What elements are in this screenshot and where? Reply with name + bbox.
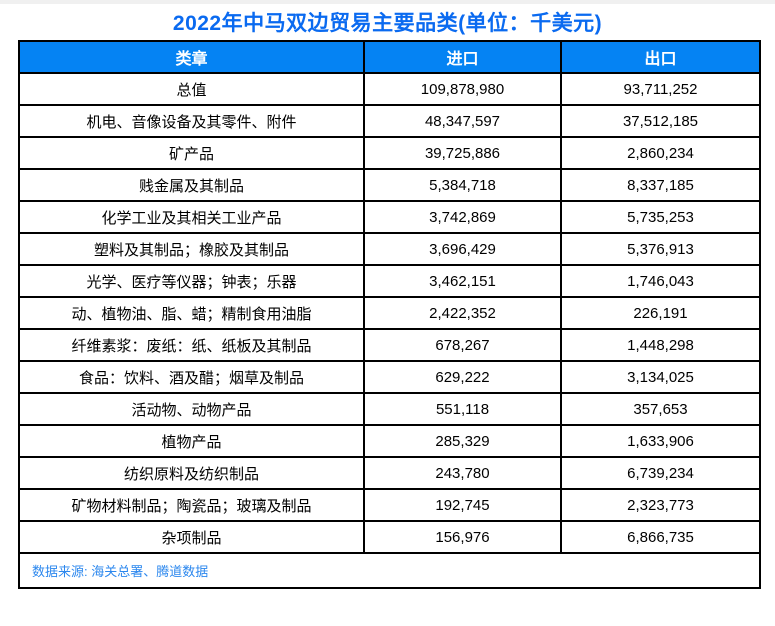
import-value: 109,878,980 [363,72,562,106]
table-row: 食品：饮料、酒及醋；烟草及制品 629,222 3,134,025 [18,360,761,394]
import-value: 678,267 [363,328,562,362]
col-header-export: 出口 [560,40,761,74]
import-value: 156,976 [363,520,562,554]
import-value: 3,462,151 [363,264,562,298]
col-header-category: 类章 [18,40,365,74]
export-value: 357,653 [560,392,761,426]
export-value: 5,376,913 [560,232,761,266]
import-value: 285,329 [363,424,562,458]
table-footer-row: 数据来源: 海关总署、腾道数据 [18,552,761,589]
export-value: 37,512,185 [560,104,761,138]
export-value: 3,134,025 [560,360,761,394]
table-row: 矿产品 39,725,886 2,860,234 [18,136,761,170]
import-value: 3,696,429 [363,232,562,266]
category-cell: 矿物材料制品；陶瓷品；玻璃及制品 [18,488,365,522]
export-value: 6,866,735 [560,520,761,554]
category-cell: 食品：饮料、酒及醋；烟草及制品 [18,360,365,394]
category-cell: 纺织原料及纺织制品 [18,456,365,490]
import-value: 629,222 [363,360,562,394]
import-value: 48,347,597 [363,104,562,138]
table-header-row: 类章 进口 出口 [18,40,761,74]
category-cell: 塑料及其制品；橡胶及其制品 [18,232,365,266]
table-row: 光学、医疗等仪器；钟表；乐器 3,462,151 1,746,043 [18,264,761,298]
table-row: 纺织原料及纺织制品 243,780 6,739,234 [18,456,761,490]
col-header-import: 进口 [363,40,562,74]
category-cell: 活动物、动物产品 [18,392,365,426]
export-value: 226,191 [560,296,761,330]
export-value: 2,323,773 [560,488,761,522]
export-value: 1,633,906 [560,424,761,458]
table-row: 动、植物油、脂、蜡；精制食用油脂 2,422,352 226,191 [18,296,761,330]
table-row: 机电、音像设备及其零件、附件 48,347,597 37,512,185 [18,104,761,138]
import-value: 5,384,718 [363,168,562,202]
category-cell: 化学工业及其相关工业产品 [18,200,365,234]
page-title: 2022年中马双边贸易主要品类(单位：千美元) [172,12,603,35]
export-value: 93,711,252 [560,72,761,106]
data-source-note: 数据来源: 海关总署、腾道数据 [18,552,761,589]
import-value: 243,780 [363,456,562,490]
export-value: 1,448,298 [560,328,761,362]
table-row: 贱金属及其制品 5,384,718 8,337,185 [18,168,761,202]
export-value: 5,735,253 [560,200,761,234]
table-row: 植物产品 285,329 1,633,906 [18,424,761,458]
category-cell: 杂项制品 [18,520,365,554]
table-row: 活动物、动物产品 551,118 357,653 [18,392,761,426]
export-value: 8,337,185 [560,168,761,202]
export-value: 2,860,234 [560,136,761,170]
category-cell: 动、植物油、脂、蜡；精制食用油脂 [18,296,365,330]
table-row: 杂项制品 156,976 6,866,735 [18,520,761,554]
category-cell: 矿产品 [18,136,365,170]
category-cell: 总值 [18,72,365,106]
category-cell: 贱金属及其制品 [18,168,365,202]
import-value: 551,118 [363,392,562,426]
category-cell: 纤维素浆：废纸：纸、纸板及其制品 [18,328,365,362]
table-row: 矿物材料制品；陶瓷品；玻璃及制品 192,745 2,323,773 [18,488,761,522]
category-cell: 光学、医疗等仪器；钟表；乐器 [18,264,365,298]
import-value: 192,745 [363,488,562,522]
import-value: 39,725,886 [363,136,562,170]
table-row: 化学工业及其相关工业产品 3,742,869 5,735,253 [18,200,761,234]
category-cell: 植物产品 [18,424,365,458]
top-strip [0,0,775,4]
import-value: 3,742,869 [363,200,562,234]
table-row: 纤维素浆：废纸：纸、纸板及其制品 678,267 1,448,298 [18,328,761,362]
export-value: 1,746,043 [560,264,761,298]
category-cell: 机电、音像设备及其零件、附件 [18,104,365,138]
trade-table: 类章 进口 出口 总值 109,878,980 93,711,252 机电、音像… [18,40,761,589]
table-row: 塑料及其制品；橡胶及其制品 3,696,429 5,376,913 [18,232,761,266]
table-row: 总值 109,878,980 93,711,252 [18,72,761,106]
import-value: 2,422,352 [363,296,562,330]
export-value: 6,739,234 [560,456,761,490]
